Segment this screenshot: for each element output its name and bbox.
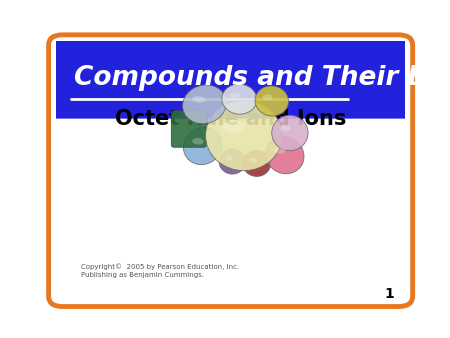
Ellipse shape — [184, 127, 222, 165]
Ellipse shape — [206, 100, 282, 171]
Ellipse shape — [255, 86, 288, 116]
Ellipse shape — [193, 96, 206, 103]
Ellipse shape — [223, 121, 246, 133]
Text: Copyright©  2005 by Pearson Education, Inc.
Publishing as Benjamin Cummings.: Copyright© 2005 by Pearson Education, In… — [81, 264, 239, 278]
Ellipse shape — [219, 149, 246, 174]
Ellipse shape — [274, 147, 286, 154]
Ellipse shape — [249, 158, 257, 163]
FancyBboxPatch shape — [42, 20, 419, 119]
Text: Octet Rule and Ions: Octet Rule and Ions — [115, 108, 346, 129]
Ellipse shape — [222, 84, 257, 114]
Ellipse shape — [272, 115, 308, 151]
Ellipse shape — [225, 156, 233, 161]
Ellipse shape — [243, 150, 271, 176]
Ellipse shape — [230, 93, 240, 98]
Ellipse shape — [280, 125, 291, 131]
Ellipse shape — [192, 138, 204, 145]
FancyBboxPatch shape — [49, 35, 413, 307]
Text: 1: 1 — [384, 287, 394, 301]
Ellipse shape — [183, 85, 226, 124]
FancyBboxPatch shape — [171, 111, 206, 147]
Ellipse shape — [266, 137, 304, 174]
Text: Compounds and Their Bonds: Compounds and Their Bonds — [74, 65, 450, 91]
Ellipse shape — [263, 95, 273, 100]
FancyBboxPatch shape — [56, 30, 405, 103]
